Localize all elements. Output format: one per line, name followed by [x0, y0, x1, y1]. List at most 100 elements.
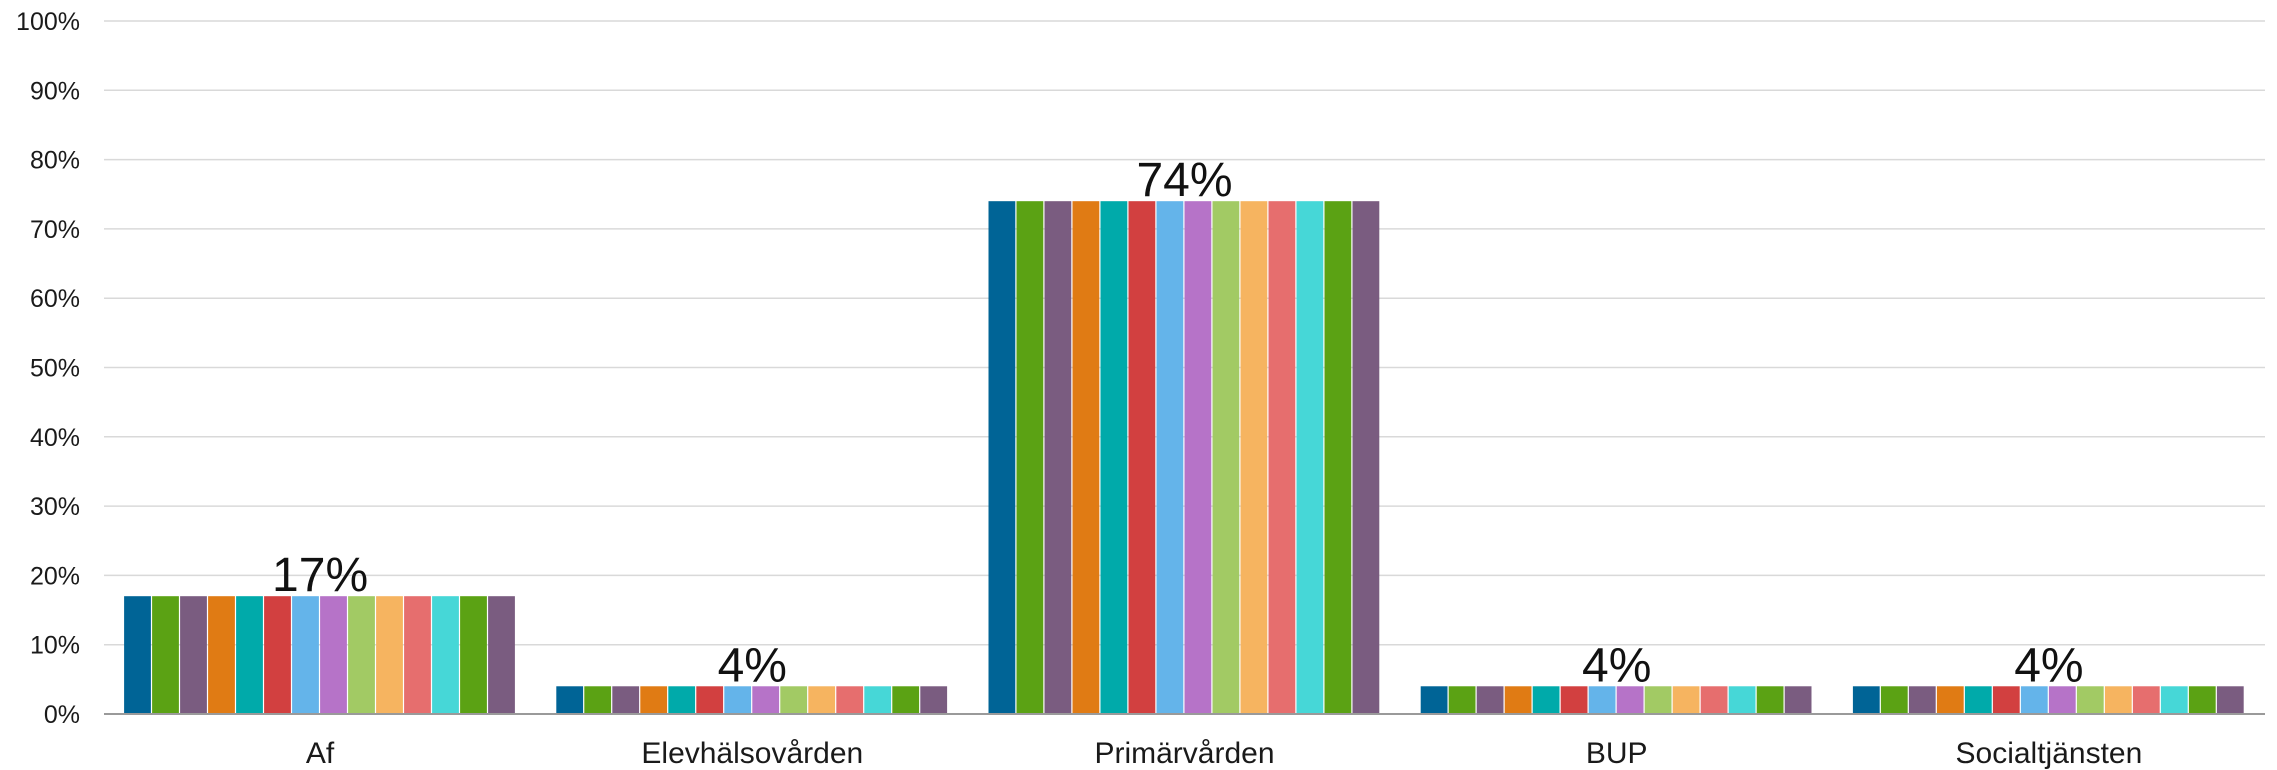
bar-segment	[376, 596, 403, 714]
data-label: 17%	[272, 549, 368, 602]
bar-segment	[1880, 686, 1908, 714]
bar-segment	[236, 596, 263, 714]
bar-segment	[2048, 686, 2076, 714]
y-tick-label: 30%	[30, 493, 80, 521]
bar-segment	[1352, 201, 1380, 714]
bar-segment	[2216, 686, 2244, 714]
bar-segment	[2188, 686, 2216, 714]
bar-segment	[460, 596, 487, 714]
bar-segment	[1100, 201, 1128, 714]
bar-segment	[2160, 686, 2188, 714]
y-axis-tick-labels: 0% 10% 20% 30% 40% 50% 60% 70% 80% 90% 100%	[16, 8, 80, 729]
y-tick-label: 70%	[30, 216, 80, 244]
bar-segment	[1296, 201, 1324, 714]
bar-segment	[1700, 686, 1728, 714]
y-tick-label: 60%	[30, 285, 80, 313]
bar-segment	[1908, 686, 1936, 714]
y-tick-label: 80%	[30, 147, 80, 175]
bar-segment	[152, 596, 179, 714]
category-label: BUP	[1586, 737, 1648, 770]
data-labels: 17% 4% 74% 4% 4%	[272, 154, 2084, 692]
bar-segment	[180, 596, 207, 714]
bar-segment	[696, 686, 724, 714]
y-tick-label: 40%	[30, 424, 80, 452]
bar-segment	[320, 596, 347, 714]
bar-segment	[808, 686, 836, 714]
bar-segment	[724, 686, 752, 714]
bar-segment	[612, 686, 640, 714]
bar-segment	[584, 686, 612, 714]
category-label: Socialtjänsten	[1956, 737, 2143, 770]
bar-segment	[2104, 686, 2132, 714]
bar-segment	[1044, 201, 1072, 714]
category-label: Af	[306, 737, 335, 770]
bar-segment	[1964, 686, 1992, 714]
bar-segment	[1128, 201, 1156, 714]
bar	[124, 596, 515, 714]
bar-segment	[1448, 686, 1476, 714]
y-tick-label: 90%	[30, 77, 80, 105]
bar-segment	[752, 686, 780, 714]
data-label: 4%	[1582, 639, 1651, 692]
bar-segment	[1268, 201, 1296, 714]
bar-segment	[124, 596, 151, 714]
bar-segment	[1016, 201, 1044, 714]
bar	[1420, 686, 1812, 714]
bar-segment	[1212, 201, 1240, 714]
bar-segment	[864, 686, 892, 714]
bar-segment	[1936, 686, 1964, 714]
bar-segment	[488, 596, 515, 714]
bar-segment	[780, 686, 808, 714]
bar-segment	[1672, 686, 1700, 714]
bar-segment	[1644, 686, 1672, 714]
data-label: 4%	[2014, 639, 2083, 692]
bar-segment	[2076, 686, 2104, 714]
y-tick-label: 20%	[30, 562, 80, 590]
bar-segment	[1560, 686, 1588, 714]
bar-segment	[1616, 686, 1644, 714]
bar	[988, 201, 1380, 714]
bar-segment	[892, 686, 920, 714]
bar-segment	[264, 596, 291, 714]
bar-segment	[208, 596, 235, 714]
bar-segment	[1532, 686, 1560, 714]
bar-segment	[1756, 686, 1784, 714]
bars	[124, 201, 2244, 714]
data-label: 4%	[718, 639, 787, 692]
bar-segment	[1156, 201, 1184, 714]
y-tick-label: 10%	[30, 632, 80, 660]
bar-segment	[1992, 686, 2020, 714]
x-axis-category-labels: Af Elevhälsovården Primärvården BUP Socialtj…	[306, 737, 2142, 770]
category-label: Elevhälsovården	[641, 737, 863, 770]
category-label: Primärvården	[1094, 737, 1274, 770]
bar-segment	[2020, 686, 2048, 714]
y-tick-label: 50%	[30, 355, 80, 383]
bar-segment	[1588, 686, 1616, 714]
bar-segment	[556, 686, 584, 714]
bar-segment	[1072, 201, 1100, 714]
bar-segment	[432, 596, 459, 714]
bar-segment	[292, 596, 319, 714]
bar-segment	[1728, 686, 1756, 714]
bar-segment	[1476, 686, 1504, 714]
bar-segment	[836, 686, 864, 714]
bar-segment	[1504, 686, 1532, 714]
bar-segment	[920, 686, 948, 714]
y-tick-label: 100%	[16, 8, 80, 36]
bar-segment	[2132, 686, 2160, 714]
bar-segment	[1240, 201, 1268, 714]
bar	[1852, 686, 2244, 714]
bar	[556, 686, 948, 714]
bar-segment	[404, 596, 431, 714]
bar-segment	[1420, 686, 1448, 714]
y-tick-label: 0%	[44, 701, 80, 729]
bar-segment	[1784, 686, 1812, 714]
bar-segment	[348, 596, 375, 714]
bar-segment	[1852, 686, 1880, 714]
bar-segment	[668, 686, 696, 714]
bar-segment	[1184, 201, 1212, 714]
bar-segment	[1324, 201, 1352, 714]
bar-segment	[988, 201, 1016, 714]
data-label: 74%	[1136, 154, 1232, 207]
